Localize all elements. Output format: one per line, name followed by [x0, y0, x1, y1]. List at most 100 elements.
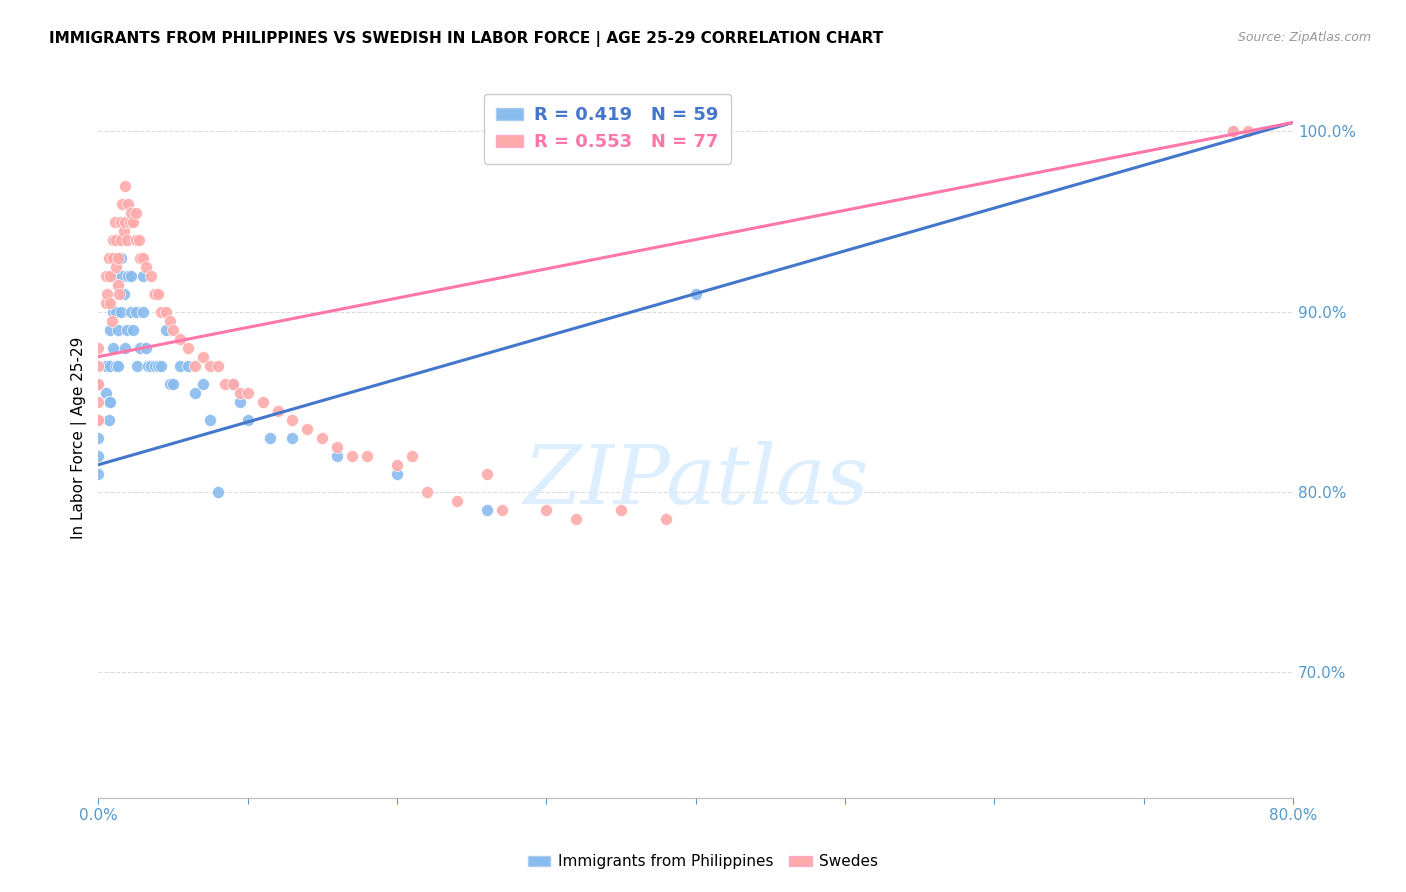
Point	[259, 431, 281, 445]
Point	[98, 394, 121, 409]
Point	[114, 214, 136, 228]
Point	[200, 413, 222, 427]
Point	[117, 196, 139, 211]
Point	[385, 467, 408, 481]
Point	[120, 205, 142, 219]
Point	[125, 205, 148, 219]
Point	[475, 503, 498, 517]
Point	[281, 413, 304, 427]
Point	[108, 286, 131, 301]
Point	[191, 350, 214, 364]
Point	[129, 251, 152, 265]
Point	[105, 359, 128, 373]
Point	[107, 359, 129, 373]
Point	[169, 332, 191, 346]
Point	[94, 359, 117, 373]
Point	[143, 286, 166, 301]
Point	[416, 484, 439, 499]
Point	[96, 286, 118, 301]
Point	[111, 268, 134, 283]
Point	[107, 251, 129, 265]
Point	[236, 413, 259, 427]
Point	[94, 385, 117, 400]
Point	[87, 376, 110, 391]
Point	[1222, 124, 1244, 138]
Point	[111, 196, 134, 211]
Point	[169, 359, 191, 373]
Point	[98, 323, 121, 337]
Point	[105, 304, 128, 318]
Point	[87, 413, 110, 427]
Point	[112, 223, 135, 237]
Point	[114, 178, 136, 193]
Point	[115, 233, 138, 247]
Point	[132, 268, 155, 283]
Point	[146, 359, 169, 373]
Y-axis label: In Labor Force | Age 25-29: In Labor Force | Age 25-29	[72, 336, 87, 539]
Point	[135, 260, 157, 274]
Point	[87, 359, 110, 373]
Point	[536, 503, 558, 517]
Point	[121, 214, 143, 228]
Point	[236, 385, 259, 400]
Point	[214, 376, 236, 391]
Point	[159, 313, 181, 327]
Point	[401, 449, 423, 463]
Point	[98, 359, 121, 373]
Point	[103, 341, 125, 355]
Point	[685, 286, 707, 301]
Point	[128, 233, 150, 247]
Point	[121, 323, 143, 337]
Point	[97, 413, 120, 427]
Point	[103, 268, 125, 283]
Point	[184, 359, 207, 373]
Point	[107, 277, 129, 292]
Point	[177, 359, 200, 373]
Point	[127, 359, 149, 373]
Point	[110, 214, 132, 228]
Point	[125, 233, 148, 247]
Point	[125, 304, 148, 318]
Point	[97, 394, 120, 409]
Point	[159, 376, 181, 391]
Point	[115, 323, 138, 337]
Point	[103, 304, 125, 318]
Point	[1237, 124, 1260, 138]
Point	[162, 323, 184, 337]
Point	[150, 359, 173, 373]
Point	[1222, 124, 1244, 138]
Point	[110, 251, 132, 265]
Point	[87, 413, 110, 427]
Point	[120, 304, 142, 318]
Point	[297, 422, 319, 436]
Point	[118, 214, 141, 228]
Point	[132, 251, 155, 265]
Point	[326, 440, 349, 454]
Point	[139, 268, 162, 283]
Point	[98, 295, 121, 310]
Point	[107, 323, 129, 337]
Point	[103, 251, 125, 265]
Point	[229, 394, 252, 409]
Point	[94, 295, 117, 310]
Point	[143, 359, 166, 373]
Point	[135, 341, 157, 355]
Point	[87, 413, 110, 427]
Point	[87, 341, 110, 355]
Point	[87, 431, 110, 445]
Point	[266, 403, 288, 417]
Point	[491, 503, 513, 517]
Point	[87, 467, 110, 481]
Legend: Immigrants from Philippines, Swedes: Immigrants from Philippines, Swedes	[522, 848, 884, 875]
Point	[97, 251, 120, 265]
Point	[326, 449, 349, 463]
Text: IMMIGRANTS FROM PHILIPPINES VS SWEDISH IN LABOR FORCE | AGE 25-29 CORRELATION CH: IMMIGRANTS FROM PHILIPPINES VS SWEDISH I…	[49, 31, 883, 47]
Point	[87, 449, 110, 463]
Legend: R = 0.419   N = 59, R = 0.553   N = 77: R = 0.419 N = 59, R = 0.553 N = 77	[484, 94, 731, 164]
Point	[146, 286, 169, 301]
Point	[162, 376, 184, 391]
Point	[155, 304, 177, 318]
Point	[110, 304, 132, 318]
Point	[94, 268, 117, 283]
Point	[120, 268, 142, 283]
